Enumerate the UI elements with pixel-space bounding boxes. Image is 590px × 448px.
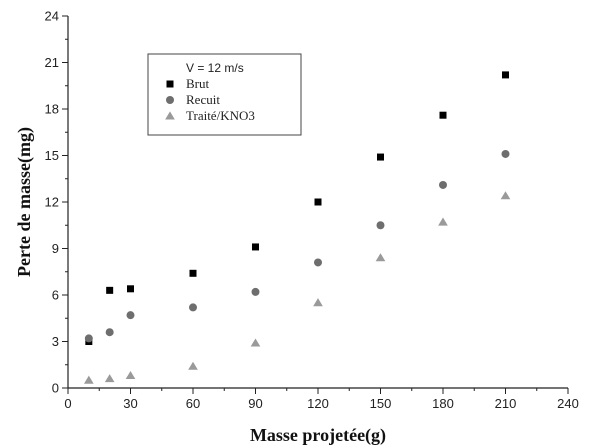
legend-title: V = 12 m/s bbox=[186, 61, 244, 75]
data-point bbox=[189, 269, 197, 277]
legend-marker-square bbox=[166, 80, 174, 88]
y-tick-label: 3 bbox=[52, 334, 59, 349]
data-point bbox=[251, 287, 260, 296]
axes bbox=[62, 15, 569, 394]
x-axis-title: Masse projetée(g) bbox=[250, 425, 386, 446]
y-tick-label: 15 bbox=[45, 148, 59, 163]
y-tick-label: 6 bbox=[52, 288, 59, 303]
data-point bbox=[105, 328, 114, 337]
data-point bbox=[104, 374, 115, 383]
y-axis-title: Perte de masse(mg) bbox=[14, 127, 35, 277]
x-tick-label: 210 bbox=[495, 396, 517, 411]
x-tick-label: 240 bbox=[557, 396, 579, 411]
x-tick-label: 60 bbox=[186, 396, 200, 411]
y-tick-label: 0 bbox=[52, 381, 59, 396]
data-point bbox=[127, 285, 134, 293]
series-triangle bbox=[84, 191, 511, 384]
data-point bbox=[252, 243, 259, 251]
data-point bbox=[314, 258, 322, 267]
data-point bbox=[189, 303, 197, 312]
data-point bbox=[250, 338, 261, 347]
data-point bbox=[501, 149, 510, 158]
legend-label: Traité/KNO3 bbox=[186, 108, 255, 123]
data-marks bbox=[84, 71, 511, 384]
data-point bbox=[376, 221, 385, 230]
legend-box bbox=[147, 53, 302, 136]
series-circle bbox=[84, 149, 510, 343]
data-point bbox=[84, 375, 94, 384]
y-tick-label: 12 bbox=[45, 195, 59, 210]
legend-marker-circle bbox=[166, 96, 174, 104]
x-tick-label: 120 bbox=[307, 396, 329, 411]
data-point bbox=[375, 253, 386, 262]
x-tick-label: 150 bbox=[370, 396, 392, 411]
legend-label: Recuit bbox=[186, 92, 220, 107]
data-point bbox=[313, 298, 323, 307]
x-tick-label: 30 bbox=[123, 396, 137, 411]
y-tick-label: 24 bbox=[45, 9, 59, 24]
data-point bbox=[106, 286, 114, 294]
x-tick-label: 180 bbox=[432, 396, 454, 411]
y-tick-label: 21 bbox=[45, 55, 59, 70]
data-point bbox=[125, 371, 136, 380]
data-point bbox=[502, 71, 509, 79]
data-point bbox=[377, 153, 384, 161]
data-point bbox=[188, 361, 198, 370]
legend-marker-triangle bbox=[165, 111, 175, 120]
data-point bbox=[439, 180, 447, 189]
data-point bbox=[500, 191, 511, 200]
y-tick-label: 18 bbox=[45, 102, 59, 117]
legend-label: Brut bbox=[186, 76, 210, 91]
y-tick-label: 9 bbox=[52, 241, 59, 256]
data-point bbox=[84, 334, 93, 343]
data-point bbox=[438, 217, 448, 226]
data-point bbox=[126, 311, 135, 320]
x-tick-label: 0 bbox=[64, 396, 71, 411]
x-tick-label: 90 bbox=[248, 396, 262, 411]
data-point bbox=[314, 198, 322, 206]
data-point bbox=[439, 111, 447, 119]
tick-labels: 0 30 60 90 120 150 180 210 240 0 3 6 9 12 15 18 21 24 bbox=[45, 9, 579, 412]
